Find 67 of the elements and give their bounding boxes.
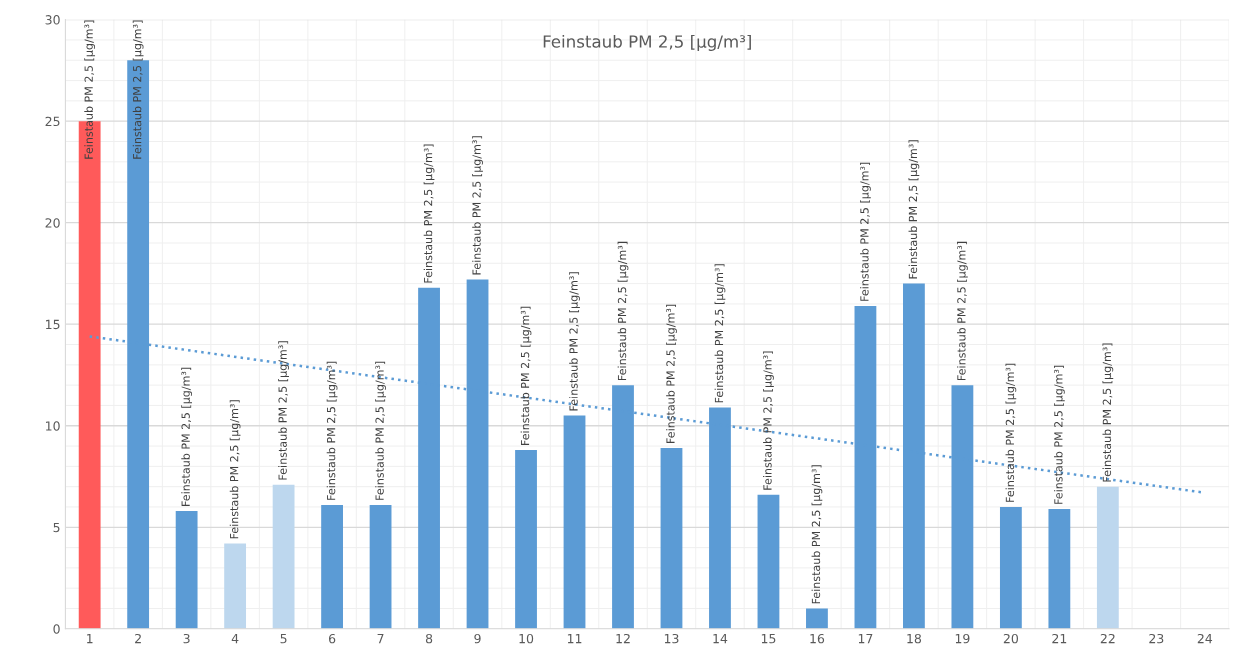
- data-label: Feinstaub PM 2,5 [µg/m³]: [617, 241, 629, 380]
- data-label: Feinstaub PM 2,5 [µg/m³]: [569, 272, 580, 411]
- x-tick-label: 24: [1197, 633, 1213, 644]
- data-label: Feinstaub PM 2,5 [µg/m³]: [229, 400, 241, 539]
- x-tick-label: 16: [810, 633, 825, 644]
- x-tick-label: 18: [907, 633, 922, 644]
- x-tick-label: 8: [425, 633, 433, 644]
- data-label: Feinstaub PM 2,5 [µg/m³]: [472, 136, 483, 275]
- x-tick-label: 7: [377, 634, 384, 644]
- x-tick-label: 2: [135, 633, 141, 644]
- x-tick-label: 4: [231, 634, 239, 644]
- x-tick-label: 11: [567, 634, 582, 644]
- x-tick-label: 22: [1100, 633, 1115, 644]
- bar: [563, 415, 586, 629]
- y-tick-label: 20: [45, 218, 60, 228]
- data-label: Feinstaub PM 2,5 [µg/m³]: [908, 140, 920, 279]
- x-tick-label: 13: [664, 633, 679, 644]
- bar: [806, 608, 828, 629]
- bar: [757, 494, 780, 629]
- data-label: Feinstaub PM 2,5 [µg/m³]: [1053, 365, 1065, 504]
- data-label: Feinstaub PM 2,5 [µg/m³]: [375, 361, 386, 500]
- data-label: Feinstaub PM 2,5 [µg/m³]: [714, 264, 726, 403]
- x-tick-label: 12: [616, 633, 630, 644]
- bar: [321, 504, 343, 629]
- x-tick-label: 23: [1149, 633, 1164, 644]
- x-tick-label: 1: [87, 634, 93, 644]
- x-tick-label: 21: [1052, 633, 1067, 644]
- bar: [660, 448, 683, 629]
- x-tick-label: 15: [761, 634, 776, 644]
- x-tick-label: 3: [183, 633, 190, 644]
- data-label: Feinstaub PM 2,5 [µg/m³]: [181, 367, 193, 506]
- bar: [1096, 486, 1119, 629]
- x-tick-label: 19: [955, 633, 970, 644]
- bar: [272, 484, 295, 629]
- data-label: Feinstaub PM 2,5 [µg/m³]: [811, 465, 823, 604]
- data-label: Feinstaub PM 2,5 [µg/m³]: [763, 351, 774, 490]
- data-label: Feinstaub PM 2,5 [µg/m³]: [1005, 363, 1017, 502]
- bar: [369, 504, 392, 629]
- data-label: Feinstaub PM 2,5 [µg/m³]: [84, 20, 96, 159]
- y-tick-label: 5: [53, 522, 60, 533]
- bar: [224, 543, 247, 629]
- y-tick-label: 30: [45, 15, 60, 25]
- data-label: Feinstaub PM 2,5 [µg/m³]: [520, 306, 532, 445]
- data-label: Feinstaub PM 2,5 [µg/m³]: [132, 20, 144, 159]
- y-tick-label: 0: [53, 624, 60, 634]
- data-label: Feinstaub PM 2,5 [µg/m³]: [1102, 343, 1114, 482]
- x-tick-label: 14: [713, 634, 728, 644]
- data-label: Feinstaub PM 2,5 [µg/m³]: [278, 341, 289, 480]
- bar: [515, 450, 537, 629]
- x-tick-label: 17: [858, 634, 873, 644]
- x-tick-label: 9: [474, 633, 481, 644]
- x-tick-label: 5: [280, 634, 287, 644]
- x-tick-label: 20: [1003, 633, 1018, 644]
- x-tick-label: 10: [519, 633, 534, 644]
- bar: [1048, 509, 1071, 629]
- y-tick-label: 15: [46, 319, 60, 330]
- y-tick-label: 25: [45, 116, 60, 127]
- data-label: Feinstaub PM 2,5 [µg/m³]: [957, 241, 968, 380]
- data-label: Feinstaub PM 2,5 [µg/m³]: [423, 144, 435, 283]
- data-label: Feinstaub PM 2,5 [µg/m³]: [666, 304, 677, 443]
- bar: [175, 511, 198, 629]
- y-tick-label: 10: [46, 421, 60, 431]
- bar: [999, 506, 1022, 629]
- x-tick-label: 6: [328, 633, 336, 644]
- text: Feinstaub PM 2,5 [µg/m³]: [543, 34, 751, 52]
- data-label: Feinstaub PM 2,5 [µg/m³]: [860, 162, 871, 301]
- data-label: Feinstaub PM 2,5 [µg/m³]: [326, 361, 338, 500]
